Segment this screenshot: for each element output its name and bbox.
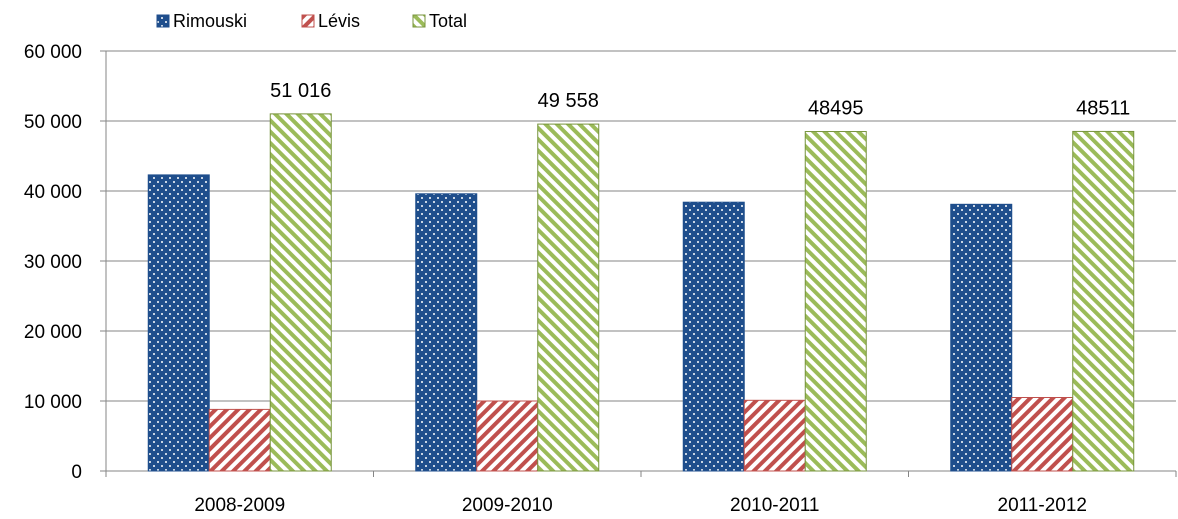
bar-rimouski-2009-2010: [415, 193, 478, 472]
y-tick-label: 40 000: [24, 182, 82, 203]
legend-item-levis: Lévis: [301, 11, 360, 31]
bar-levis-2009-2010: [476, 400, 539, 472]
legend-label: Total: [429, 11, 467, 31]
data-label-total: 48495: [808, 98, 864, 120]
gridlines: [106, 50, 1176, 402]
x-axis-tick-labels: 2008-2009 2009-2010 2010-2011 2011-2012: [194, 495, 1087, 516]
bar-levis-2010-2011: [743, 399, 806, 472]
data-label-total: 48511: [1076, 97, 1130, 119]
bar-levis-2008-2009: [208, 408, 271, 472]
legend: Rimouski Lévis Total: [156, 11, 467, 31]
bar-rimouski-2010-2011: [682, 201, 745, 472]
bar-total-2008-2009: [269, 113, 332, 472]
y-tick-label: 60 000: [24, 42, 82, 63]
legend-label: Rimouski: [173, 11, 247, 31]
bars: [147, 113, 1135, 472]
legend-item-total: Total: [412, 11, 467, 31]
bar-total-2011-2012: [1072, 130, 1135, 472]
legend-label: Lévis: [318, 11, 360, 31]
x-tick-label: 2010-2011: [730, 495, 819, 516]
y-axis-tick-labels: 0 10 000 20 000 30 000 40 000 50 000 60 000: [24, 42, 82, 483]
legend-swatch: [156, 14, 170, 28]
bar-total-2009-2010: [537, 123, 600, 472]
data-labels: 51 016 49 558 48495 48511: [270, 80, 1130, 120]
y-tick-label: 0: [71, 462, 82, 483]
data-label-total: 49 558: [538, 90, 599, 112]
bar-rimouski-2011-2012: [950, 203, 1013, 472]
legend-swatch: [412, 14, 426, 28]
x-tick-label: 2008-2009: [194, 495, 285, 516]
y-tick-label: 50 000: [24, 112, 82, 133]
legend-item-rimouski: Rimouski: [156, 11, 247, 31]
data-label-total: 51 016: [270, 80, 331, 102]
legend-swatch: [301, 14, 315, 28]
bar-total-2010-2011: [804, 131, 867, 472]
y-tick-label: 20 000: [24, 322, 82, 343]
y-tick-label: 30 000: [24, 252, 82, 273]
x-tick-label: 2011-2012: [998, 495, 1087, 516]
bar-levis-2011-2012: [1011, 397, 1074, 472]
y-tick-label: 10 000: [24, 392, 82, 413]
bar-rimouski-2008-2009: [147, 174, 210, 472]
x-tick-label: 2009-2010: [462, 495, 553, 516]
